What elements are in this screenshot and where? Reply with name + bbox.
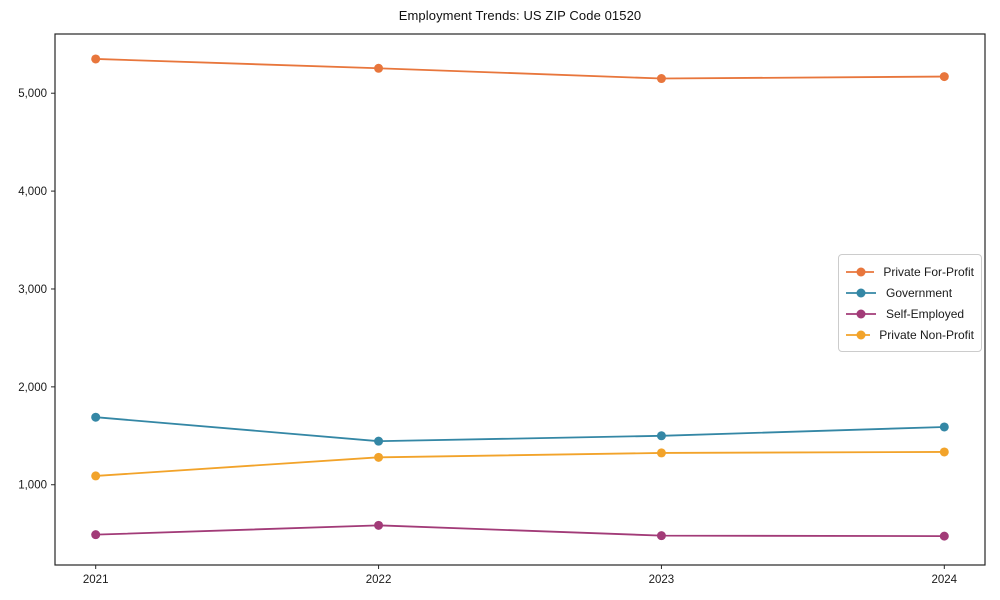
x-axis: 2021 2022 2023 2024: [83, 565, 958, 586]
data-point: [656, 74, 666, 84]
legend-marker-icon: [846, 288, 876, 297]
chart-title: Employment Trends: US ZIP Code 01520: [398, 8, 642, 23]
data-series-layer: [91, 54, 949, 541]
y-tick-label: 2,000: [18, 382, 47, 394]
series-line: [95, 451, 945, 477]
y-tick-label: 4,000: [18, 186, 47, 198]
data-point: [939, 72, 949, 82]
legend-item-government: Government: [845, 282, 974, 303]
data-point: [374, 436, 384, 446]
data-point: [939, 531, 949, 541]
x-tick-label: 2022: [366, 574, 392, 586]
legend-item-private-non-profit: Private Non-Profit: [845, 324, 974, 345]
data-point: [91, 54, 101, 64]
legend-marker-icon: [846, 309, 876, 318]
data-point: [91, 412, 101, 422]
data-point: [91, 471, 101, 481]
legend-item-private-for-profit: Private For-Profit: [845, 261, 974, 282]
data-point: [656, 448, 666, 458]
data-point: [939, 422, 949, 432]
legend-item-self-employed: Self-Employed: [845, 303, 974, 324]
y-axis: 1,000 2,000 3,000 4,000 5,000: [18, 88, 55, 492]
series-line: [95, 416, 945, 443]
x-tick-label: 2021: [83, 574, 109, 586]
legend-marker-icon: [846, 330, 871, 339]
plot-border: [54, 33, 986, 566]
series-line: [95, 524, 945, 538]
legend-label: Private For-Profit: [883, 264, 974, 279]
legend-label: Private Non-Profit: [879, 327, 974, 342]
legend: Private For-Profit Government Self-Emplo…: [838, 254, 982, 352]
legend-label: Government: [886, 285, 953, 300]
x-tick-label: 2023: [649, 574, 675, 586]
y-tick-label: 5,000: [18, 88, 47, 100]
data-point: [374, 520, 384, 530]
data-point: [656, 531, 666, 541]
data-point: [656, 431, 666, 441]
data-point: [374, 452, 384, 462]
y-tick-label: 1,000: [18, 480, 47, 492]
legend-marker-icon: [846, 267, 875, 276]
data-point: [374, 63, 384, 73]
data-point: [91, 530, 101, 540]
y-tick-label: 3,000: [18, 284, 47, 296]
series-line: [95, 58, 945, 80]
data-point: [939, 447, 949, 457]
legend-label: Self-Employed: [886, 306, 965, 321]
x-tick-label: 2024: [932, 574, 958, 586]
